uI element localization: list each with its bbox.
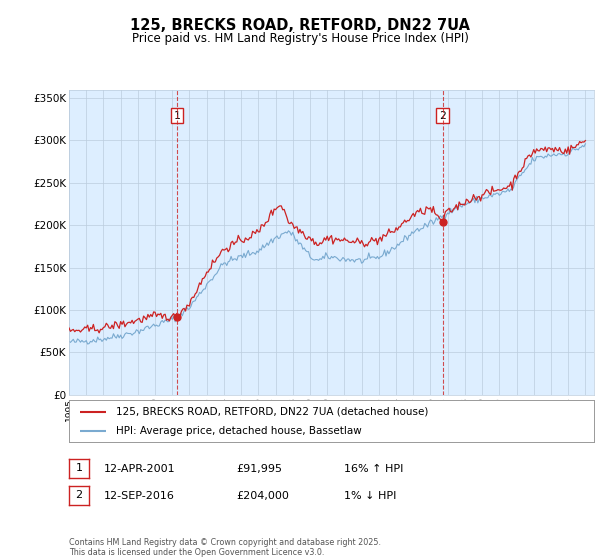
Text: HPI: Average price, detached house, Bassetlaw: HPI: Average price, detached house, Bass… bbox=[116, 426, 362, 436]
Text: 16% ↑ HPI: 16% ↑ HPI bbox=[344, 464, 403, 474]
Text: 12-APR-2001: 12-APR-2001 bbox=[104, 464, 175, 474]
Text: 2: 2 bbox=[76, 491, 82, 500]
Text: 125, BRECKS ROAD, RETFORD, DN22 7UA (detached house): 125, BRECKS ROAD, RETFORD, DN22 7UA (det… bbox=[116, 407, 428, 417]
Text: 2: 2 bbox=[439, 110, 446, 120]
Text: 1: 1 bbox=[76, 464, 82, 473]
Text: 125, BRECKS ROAD, RETFORD, DN22 7UA: 125, BRECKS ROAD, RETFORD, DN22 7UA bbox=[130, 18, 470, 33]
Text: £204,000: £204,000 bbox=[236, 491, 289, 501]
Text: 1: 1 bbox=[173, 110, 181, 120]
Text: Price paid vs. HM Land Registry's House Price Index (HPI): Price paid vs. HM Land Registry's House … bbox=[131, 32, 469, 45]
Text: £91,995: £91,995 bbox=[236, 464, 282, 474]
Text: 1% ↓ HPI: 1% ↓ HPI bbox=[344, 491, 396, 501]
Text: 12-SEP-2016: 12-SEP-2016 bbox=[104, 491, 175, 501]
Text: Contains HM Land Registry data © Crown copyright and database right 2025.
This d: Contains HM Land Registry data © Crown c… bbox=[69, 538, 381, 557]
